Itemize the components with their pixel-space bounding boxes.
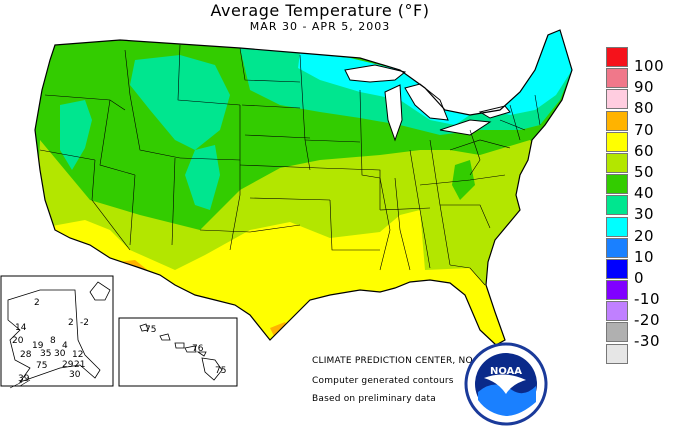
alaska-value: 75 [36, 361, 48, 371]
legend-label: -20 [634, 311, 660, 330]
legend-swatch [606, 237, 628, 258]
legend-label: 20 [634, 226, 655, 245]
legend-swatch [606, 110, 628, 131]
legend-swatch [606, 131, 628, 152]
hawaii-value: 76 [192, 344, 204, 354]
legend-label: -30 [634, 332, 660, 351]
legend-label: 60 [634, 141, 655, 160]
hawaii-inset-frame [118, 317, 238, 387]
alaska-value: -2 [80, 318, 89, 328]
legend-label: 10 [634, 247, 655, 266]
alaska-value: 2 [68, 318, 74, 328]
legend-swatch [606, 343, 628, 364]
alaska-value: 20 [12, 336, 24, 346]
alaska-value: 29 [62, 360, 74, 370]
legend-swatch [606, 174, 628, 195]
legend-swatch [606, 89, 628, 110]
legend-swatch [606, 68, 628, 89]
alaska-outline [7, 289, 101, 383]
legend-label: -10 [634, 290, 660, 309]
hawaii-islands [139, 323, 223, 381]
alaska-value: 28 [20, 350, 32, 360]
alaska-value: 14 [15, 323, 27, 333]
alaska-value: 19 [32, 341, 44, 351]
credit-line: CLIMATE PREDICTION CENTER, NOAA [312, 356, 486, 366]
legend-label: 40 [634, 184, 655, 203]
legend-label: 80 [634, 99, 655, 118]
legend-label: 0 [634, 268, 645, 287]
legend-swatch [606, 195, 628, 216]
legend-swatch [606, 216, 628, 237]
date-range: MAR 30 - APR 5, 2003 [249, 20, 391, 33]
legend-swatch [606, 258, 628, 279]
alaska-value: 4 [62, 341, 68, 351]
legend-label: 100 [634, 57, 665, 75]
legend-swatch [606, 322, 628, 343]
noaa-logo: NOAA [464, 342, 548, 426]
legend-swatch [606, 47, 628, 67]
noaa-logo-text: NOAA [490, 366, 522, 377]
legend-label: 90 [634, 78, 655, 97]
legend-label: 70 [634, 120, 655, 139]
hawaii-value: 75 [215, 366, 227, 376]
credit-line: Computer generated contours [312, 376, 454, 386]
alaska-value: 21 [74, 360, 86, 370]
alaska-value: 30 [54, 349, 66, 359]
alaska-value: 30 [69, 370, 81, 380]
us-outline [34, 29, 573, 346]
temperature-contours [35, 30, 572, 345]
state-borders [39, 44, 541, 286]
alaska-inset-frame [0, 275, 114, 387]
legend-label: 50 [634, 162, 655, 181]
credit-line: Based on preliminary data [312, 394, 436, 404]
alaska-value: 2 [34, 298, 40, 308]
alaska-value: 39 [18, 374, 30, 384]
legend-swatch [606, 152, 628, 173]
legend-swatch [606, 280, 628, 301]
alaska-value: 35 [40, 349, 52, 359]
map-title: Average Temperature (°F) [210, 1, 430, 20]
hawaii-value: 75 [145, 325, 157, 335]
alaska-value: 8 [50, 336, 56, 346]
legend-label: 30 [634, 205, 655, 224]
legend-swatch [606, 301, 628, 322]
alaska-value: 12 [72, 350, 84, 360]
